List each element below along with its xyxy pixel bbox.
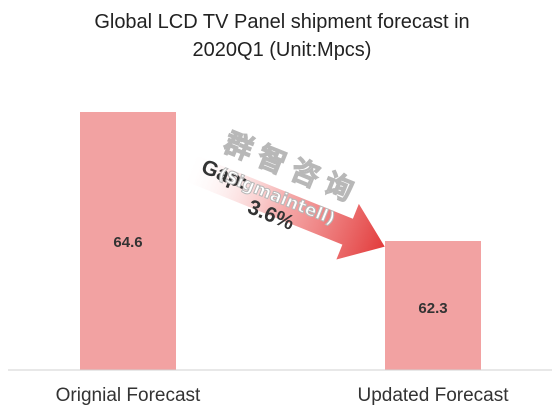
value-label-updated: 62.3 <box>418 300 447 317</box>
chart-title-line2: 2020Q1 (Unit:Mpcs) <box>193 39 372 61</box>
category-label-updated: Updated Forecast <box>357 385 509 406</box>
category-label-original: Orignial Forecast <box>56 385 201 406</box>
value-label-original: 64.6 <box>113 234 142 251</box>
gap-arrow <box>184 155 385 260</box>
bar-original-forecast <box>80 112 176 370</box>
chart-title-line1: Global LCD TV Panel shipment forecast in <box>94 11 469 33</box>
bar-updated-forecast <box>385 241 481 370</box>
